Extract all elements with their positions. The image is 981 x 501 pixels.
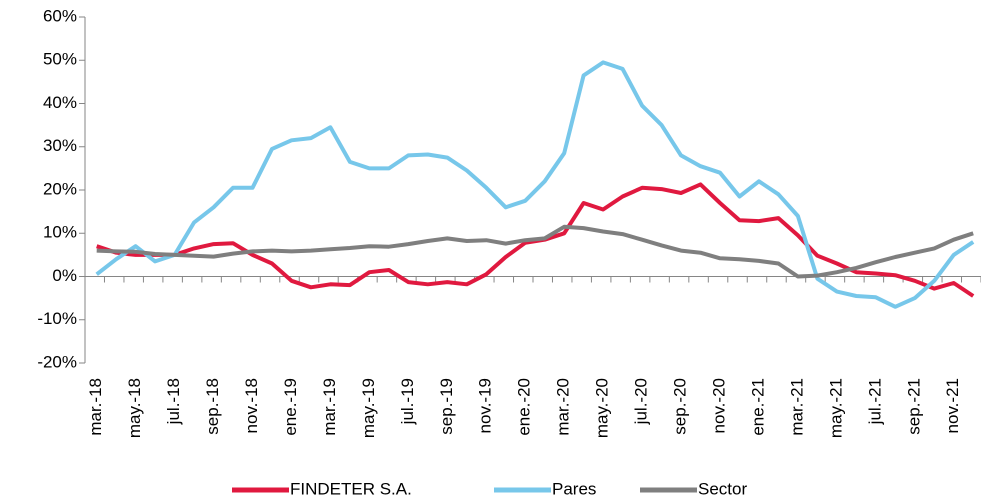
x-tick-label: mar.-20 — [554, 378, 573, 436]
y-tick-label: 50% — [43, 50, 77, 69]
y-tick-label: 0% — [52, 266, 77, 285]
legend-label: Pares — [552, 479, 596, 498]
y-tick-label: 30% — [43, 136, 77, 155]
x-tick-label: may.-18 — [125, 378, 144, 438]
y-tick-label: 40% — [43, 93, 77, 112]
y-tick-label: 60% — [43, 6, 77, 25]
x-tick-label: jul.-20 — [632, 378, 651, 425]
x-tick-label: jul.-18 — [164, 378, 183, 425]
x-tick-label: sep.-19 — [437, 378, 456, 435]
x-tick-label: ene.-20 — [515, 378, 534, 436]
x-tick-label: ene.-19 — [281, 378, 300, 436]
x-tick-label: nov.-18 — [242, 378, 261, 433]
series-line — [95, 60, 975, 309]
x-tick-label: may.-19 — [359, 378, 378, 438]
y-tick-label: -20% — [37, 352, 77, 371]
x-tick-label: nov.-19 — [476, 378, 495, 433]
x-tick-label: sep.-18 — [203, 378, 222, 435]
y-tick-label: 20% — [43, 179, 77, 198]
series-line — [96, 224, 974, 279]
y-tick-label: -10% — [37, 309, 77, 328]
x-tick-label: sep.-21 — [904, 378, 923, 435]
x-tick-label: mar.-18 — [86, 378, 105, 436]
legend-label: Sector — [698, 479, 747, 498]
x-tick-label: may.-21 — [826, 378, 845, 438]
x-tick-label: jul.-21 — [865, 378, 884, 425]
x-tick-label: ene.-21 — [748, 378, 767, 436]
x-tick-label: nov.-21 — [943, 378, 962, 433]
y-tick-label: 10% — [43, 223, 77, 242]
x-tick-label: jul.-19 — [398, 378, 417, 425]
x-tick-label: mar.-21 — [787, 378, 806, 436]
x-tick-label: sep.-20 — [671, 378, 690, 435]
legend-label: FINDETER S.A. — [290, 479, 412, 498]
x-tick-label: may.-20 — [593, 378, 612, 438]
x-tick-label: mar.-19 — [320, 378, 339, 436]
x-tick-label: nov.-20 — [709, 378, 728, 433]
